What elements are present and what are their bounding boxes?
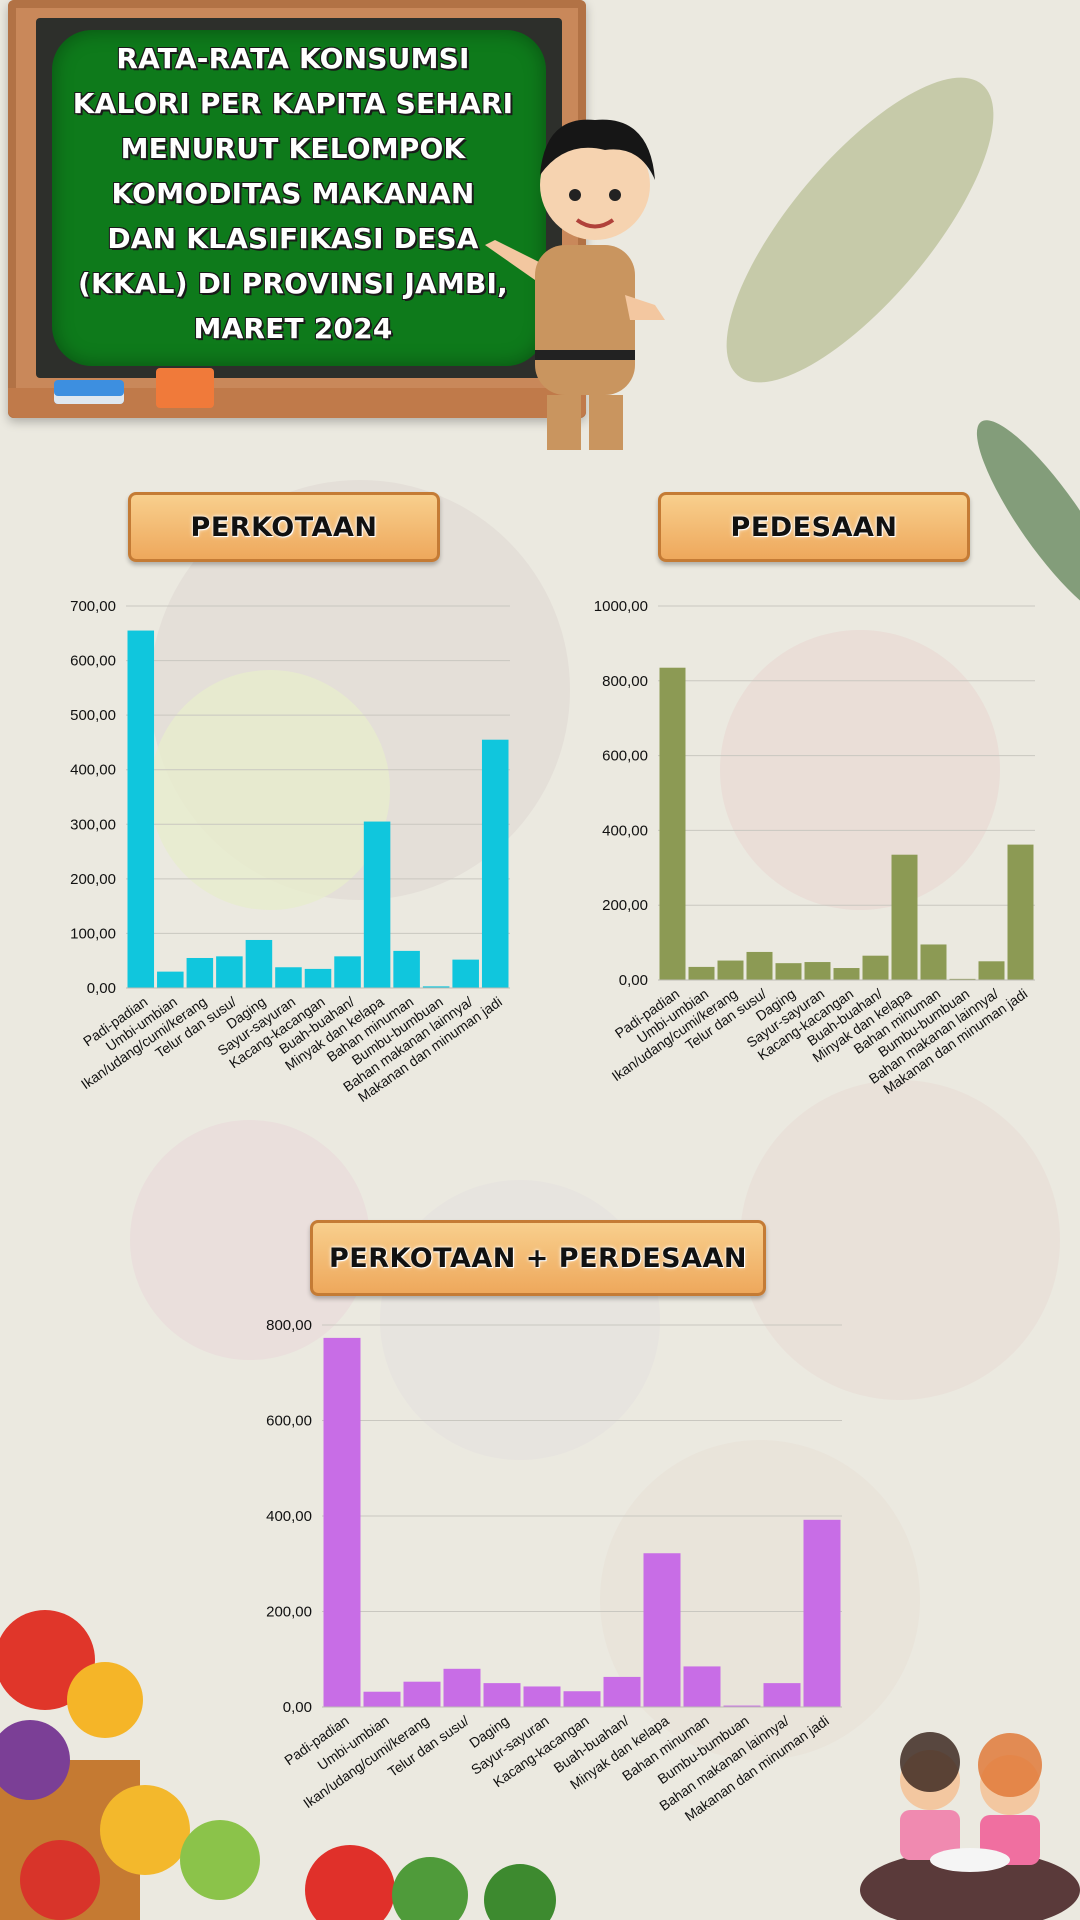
rural-y-tick-label: 0,00 [619,972,648,989]
rural-bar [1007,844,1034,980]
rural-bar [717,960,744,980]
title-line: DAN KLASIFIKASI DESA [107,222,479,255]
combined-bar [403,1681,441,1707]
rural-bar [804,962,831,980]
combined-bar [483,1683,521,1707]
combined-bar [563,1691,601,1707]
urban-bar [393,950,420,988]
rural-bar [833,968,860,980]
combined-y-tick-label: 0,00 [283,1699,312,1716]
combined-y-tick-label: 800,00 [266,1317,312,1334]
title-line: KOMODITAS MAKANAN [111,177,475,210]
urban-bar [481,739,509,988]
rural-y-tick-label: 1000,00 [594,598,648,615]
rural-y-tick-label: 600,00 [602,748,648,765]
eraser-icon [54,380,124,404]
rural-y-tick-label: 400,00 [602,822,648,839]
rural-bar [978,961,1005,980]
rural-y-tick-label: 200,00 [602,897,648,914]
combined-y-tick-label: 200,00 [266,1604,312,1621]
rural-section-label: PEDESAAN [658,492,970,562]
urban-y-tick-label: 200,00 [70,871,116,888]
rural-bar [949,978,976,980]
chalkboard-green [52,30,546,366]
urban-y-tick-label: 400,00 [70,762,116,779]
urban-bar [452,959,479,988]
combined-bar [803,1519,841,1707]
urban-bar [304,968,332,988]
rural-bar [920,944,947,980]
title-line: RATA-RATA KONSUMSI [116,42,470,75]
title-line: MENURUT KELOMPOK [120,132,466,165]
urban-bar [334,956,361,988]
rural-bar [891,854,918,980]
urban-y-tick-label: 0,00 [87,980,116,997]
urban-bar [245,939,273,988]
teacher-mascot-illustration [485,119,665,450]
rural-y-tick-label: 800,00 [602,673,648,690]
rural-bar [688,966,715,980]
combined-y-tick-label: 600,00 [266,1413,312,1430]
title-line: MARET 2024 [193,312,393,345]
combined-y-tick-label: 400,00 [266,1508,312,1525]
urban-y-tick-label: 100,00 [70,925,116,942]
combined-bar [523,1686,561,1707]
chalkboard: RATA-RATA KONSUMSI KALORI PER KAPITA SEH… [8,0,586,418]
urban-y-tick-label: 300,00 [70,816,116,833]
title-line: KALORI PER KAPITA SEHARI [72,87,514,120]
rural-bar [659,667,686,980]
rural-bar [862,955,889,980]
fruit-basket-illustration [0,1610,556,1920]
urban-bar [127,630,155,988]
urban-y-tick-label: 500,00 [70,707,116,724]
combined-bar [643,1553,681,1707]
chalkboard-surface [36,18,562,378]
children-eating-illustration [860,1732,1080,1920]
combined-bar [683,1666,721,1707]
rural-bar [746,951,773,980]
abc-block-icon [156,368,214,408]
combined-section-label: PERKOTAAN + PERDESAAN [310,1220,766,1296]
urban-bar [363,821,391,988]
urban-bar [186,957,214,988]
urban-y-tick-label: 600,00 [70,653,116,670]
urban-bar [422,986,450,988]
combined-bar [603,1676,641,1707]
combined-bar [763,1683,801,1707]
urban-bar [157,971,184,988]
urban-bar [216,956,243,988]
title-line: (KKAL) DI PROVINSI JAMBI, [78,267,508,300]
combined-bar [323,1337,361,1707]
combined-bar [443,1668,481,1707]
rural-bar [775,963,802,980]
urban-section-label: PERKOTAAN [128,492,440,562]
combined-bar [363,1691,401,1707]
urban-bar [275,967,302,988]
page-title: RATA-RATA KONSUMSI KALORI PER KAPITA SEH… [68,36,518,351]
urban-y-tick-label: 700,00 [70,598,116,615]
combined-bar [723,1705,761,1707]
